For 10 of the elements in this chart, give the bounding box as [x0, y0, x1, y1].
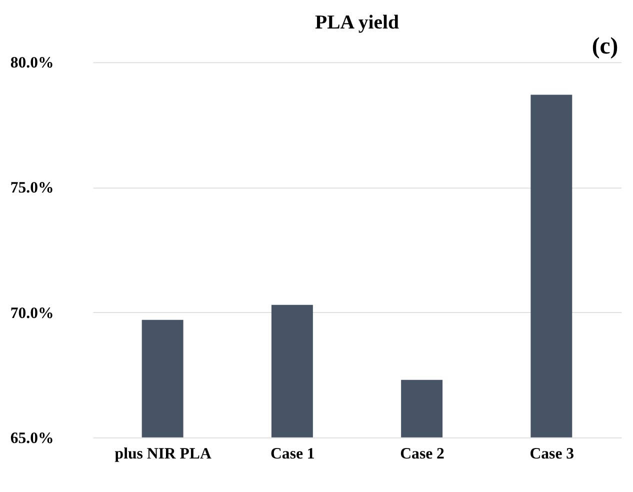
x-tick-label: plus NIR PLA — [114, 446, 212, 463]
y-tick-label: 80.0% — [10, 54, 54, 72]
y-tick-label: 70.0% — [10, 304, 54, 322]
y-tick-label: 65.0% — [10, 430, 54, 447]
x-tick-label: Case 1 — [270, 446, 315, 463]
chart-title: PLA yield — [315, 12, 399, 34]
text: (c) — [592, 33, 618, 60]
y-tick-label: 75.0% — [10, 180, 54, 197]
x-tick-label: Case 3 — [530, 446, 574, 463]
x-tick-label: Case 2 — [400, 446, 445, 463]
